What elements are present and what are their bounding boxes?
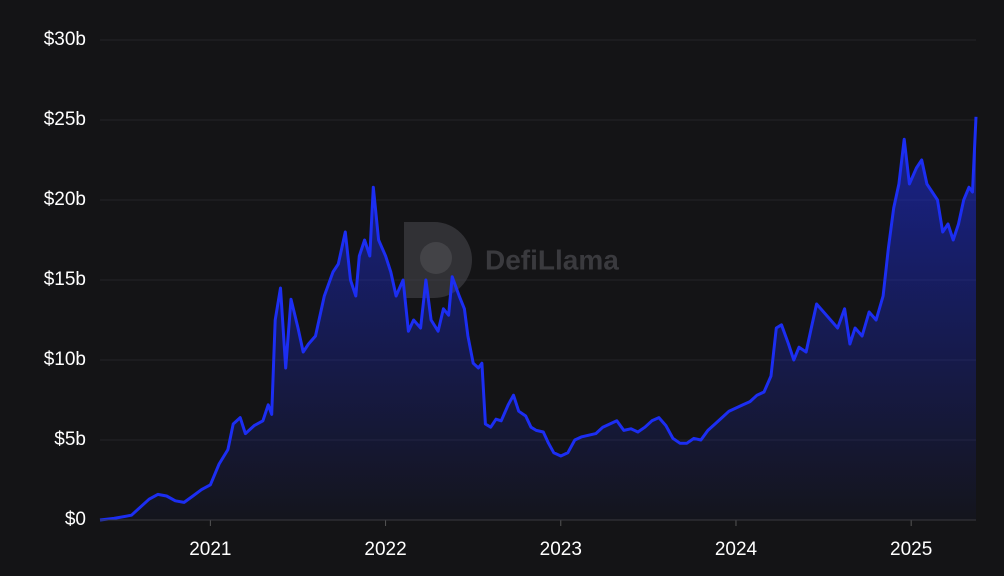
x-tick-label: 2023 <box>540 539 582 560</box>
x-tick-label: 2024 <box>715 539 758 560</box>
y-tick-label: $25b <box>44 109 86 130</box>
y-tick-label: $0 <box>65 509 86 530</box>
y-tick-label: $20b <box>44 189 86 210</box>
y-tick-label: $5b <box>54 429 86 450</box>
watermark-logo-head <box>420 242 452 274</box>
line <box>99 116 978 522</box>
y-tick-label: $15b <box>44 269 86 290</box>
x-tick-label: 2025 <box>890 539 932 560</box>
x-tick-label: 2021 <box>189 539 231 560</box>
watermark-text: DefiLlama <box>485 244 619 275</box>
y-tick-label: $10b <box>44 349 86 370</box>
watermark: DefiLlama <box>404 222 619 298</box>
area <box>100 116 976 521</box>
x-tick-label: 2022 <box>364 539 406 560</box>
y-tick-label: $30b <box>44 29 86 50</box>
